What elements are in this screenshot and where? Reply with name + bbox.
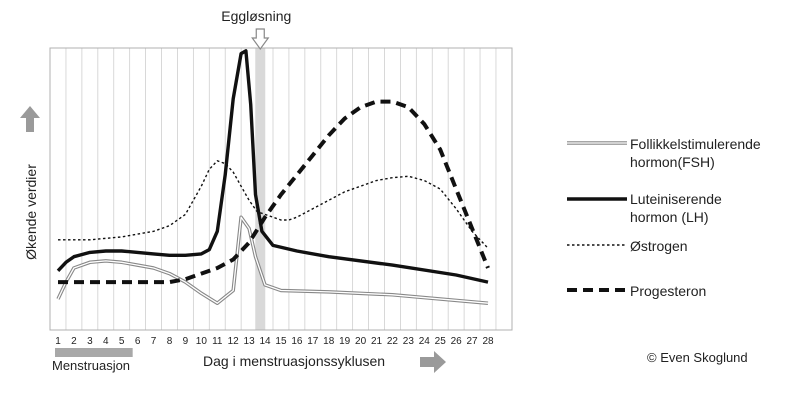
- y-axis-label: Økende verdier: [23, 164, 39, 260]
- x-tick-label: 23: [403, 336, 415, 347]
- series-line-lh: [56, 49, 489, 284]
- y-axis-arrow-icon: [20, 106, 40, 132]
- x-tick-label: 14: [259, 336, 271, 347]
- series-line-ostrogen: [58, 159, 489, 249]
- legend-swatches: [567, 141, 627, 292]
- x-tick-label: 19: [339, 336, 351, 347]
- series-line-fsh-inner: [57, 216, 489, 304]
- legend-lh-line2: hormon (LH): [630, 209, 709, 225]
- x-tick-label: 12: [228, 336, 240, 347]
- series-group: [56, 49, 490, 305]
- x-tick-label: 6: [135, 336, 141, 347]
- x-axis-label: Dag i menstruasjonssyklusen: [203, 353, 385, 369]
- x-tick-label: 15: [275, 336, 287, 347]
- copyright-text: © Even Skoglund: [647, 350, 748, 365]
- x-tick-label: 18: [323, 336, 335, 347]
- x-tick-label: 20: [355, 336, 367, 347]
- ovulation-label: Eggløsning: [221, 8, 291, 24]
- x-tick-label: 28: [482, 336, 494, 347]
- legend-fsh-line1: Follikkelstimulerende: [630, 136, 761, 152]
- x-tick-label: 13: [244, 336, 256, 347]
- x-axis-arrow-icon: [420, 351, 446, 373]
- x-tick-label: 16: [291, 336, 303, 347]
- x-tick-label: 4: [103, 336, 109, 347]
- legend-fsh-line2: hormon(FSH): [630, 154, 715, 170]
- x-tick-label: 22: [387, 336, 399, 347]
- x-tick-label: 7: [151, 336, 157, 347]
- x-tick-label: 26: [451, 336, 463, 347]
- x-tick-label: 1: [55, 336, 61, 347]
- legend-progesteron-label: Progesteron: [630, 283, 707, 299]
- menstruation-label: Menstruasjon: [52, 358, 130, 373]
- x-tick-label: 17: [307, 336, 319, 347]
- x-tick-label: 21: [371, 336, 383, 347]
- legend-lh-line1: Luteiniserende: [630, 191, 722, 207]
- ovulation-arrow-icon: [251, 28, 270, 51]
- x-tick-labels: 1 2 3 4 5 6 7 8 9 10 11 12 13 14 15 16 17 18 19 20 21 22 23 24 2…: [55, 336, 494, 347]
- legend-fsh-label: Follikkelstimulerende hormon(FSH): [630, 135, 761, 171]
- x-tick-label: 11: [212, 336, 223, 347]
- x-tick-label: 27: [467, 336, 479, 347]
- x-tick-label: 25: [435, 336, 447, 347]
- x-tick-label: 10: [196, 336, 208, 347]
- menstruation-bar: [55, 348, 133, 357]
- x-tick-label: 5: [119, 336, 125, 347]
- x-tick-label: 2: [71, 336, 77, 347]
- ovulation-band: [255, 48, 266, 330]
- legend-ostrogen-label: Østrogen: [630, 238, 688, 254]
- x-tick-label: 9: [183, 336, 189, 347]
- x-tick-label: 3: [87, 336, 93, 347]
- legend-lh-label: Luteiniserende hormon (LH): [630, 190, 722, 226]
- plot-frame: [49, 47, 513, 331]
- series-line-progesteron: [58, 99, 490, 285]
- x-tick-label: 8: [167, 336, 173, 347]
- x-tick-label: 24: [419, 336, 431, 347]
